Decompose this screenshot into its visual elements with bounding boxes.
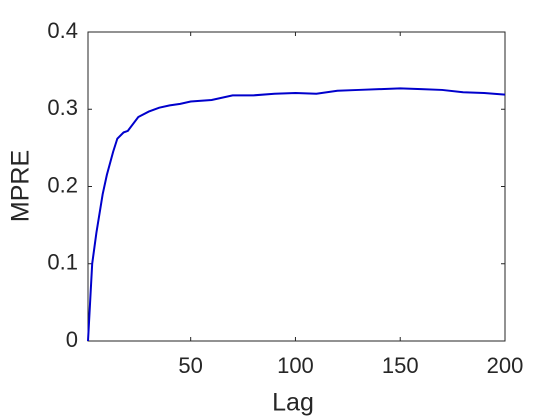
x-tick-label: 200 <box>487 353 524 378</box>
plot-area <box>87 31 506 342</box>
x-axis-label: Lag <box>272 389 314 417</box>
y-tick-label: 0 <box>66 327 78 352</box>
y-tick-label: 0.4 <box>47 18 78 43</box>
x-tick-label: 100 <box>277 353 314 378</box>
y-tick-label: 0.3 <box>47 95 78 120</box>
data-line <box>87 87 506 342</box>
y-tick-label: 0.1 <box>47 250 78 275</box>
y-tick-label: 0.2 <box>47 172 78 197</box>
x-tick-label: 150 <box>382 353 419 378</box>
y-axis-label: MPRE <box>7 150 35 222</box>
x-tick-label: 50 <box>178 353 202 378</box>
